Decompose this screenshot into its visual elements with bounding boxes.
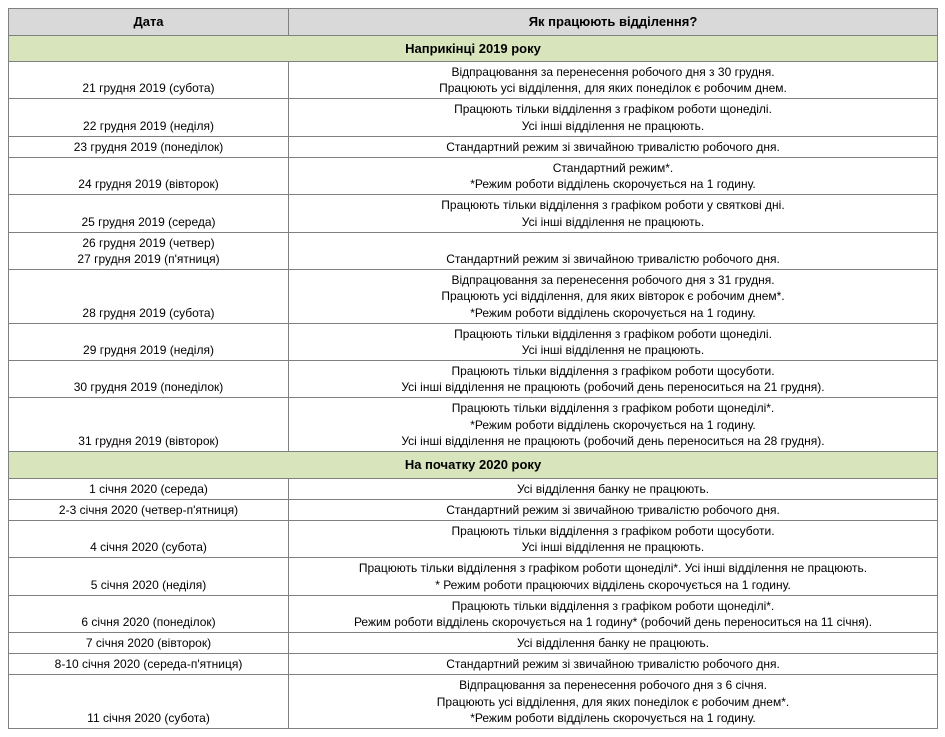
table-row: 7 січня 2020 (вівторок)Усі відділення ба… [9, 633, 938, 654]
table-row: 26 грудня 2019 (четвер) 27 грудня 2019 (… [9, 232, 938, 269]
date-cell: 25 грудня 2019 (середа) [9, 195, 289, 232]
table-row: 1 січня 2020 (середа)Усі відділення банк… [9, 478, 938, 499]
date-cell: 30 грудня 2019 (понеділок) [9, 361, 289, 398]
desc-cell: Відпрацювання за перенесення робочого дн… [289, 62, 938, 99]
date-cell: 28 грудня 2019 (субота) [9, 270, 289, 324]
section-title: На початку 2020 року [9, 452, 938, 479]
section-header: На початку 2020 року [9, 452, 938, 479]
date-cell: 5 січня 2020 (неділя) [9, 558, 289, 595]
date-cell: 31 грудня 2019 (вівторок) [9, 398, 289, 452]
table-row: 11 січня 2020 (субота)Відпрацювання за п… [9, 675, 938, 729]
date-cell: 26 грудня 2019 (четвер) 27 грудня 2019 (… [9, 232, 289, 269]
section-title: Наприкінці 2019 року [9, 35, 938, 62]
date-cell: 21 грудня 2019 (субота) [9, 62, 289, 99]
date-cell: 22 грудня 2019 (неділя) [9, 99, 289, 136]
date-cell: 8-10 січня 2020 (середа-п'ятниця) [9, 654, 289, 675]
desc-cell: Стандартний режим зі звичайною триваліст… [289, 136, 938, 157]
desc-cell: Стандартний режим*. *Режим роботи відділ… [289, 158, 938, 195]
date-cell: 6 січня 2020 (понеділок) [9, 595, 289, 632]
table-row: 24 грудня 2019 (вівторок)Стандартний реж… [9, 158, 938, 195]
desc-cell: Відпрацювання за перенесення робочого дн… [289, 675, 938, 729]
table-row: 29 грудня 2019 (неділя)Працюють тільки в… [9, 323, 938, 360]
desc-cell: Працюють тільки відділення з графіком ро… [289, 595, 938, 632]
desc-cell: Усі відділення банку не працюють. [289, 633, 938, 654]
desc-column-header: Як працюють відділення? [289, 9, 938, 36]
table-header-row: Дата Як працюють відділення? [9, 9, 938, 36]
desc-cell: Відпрацювання за перенесення робочого дн… [289, 270, 938, 324]
date-cell: 7 січня 2020 (вівторок) [9, 633, 289, 654]
date-cell: 4 січня 2020 (субота) [9, 520, 289, 557]
desc-cell: Працюють тільки відділення з графіком ро… [289, 520, 938, 557]
desc-cell: Усі відділення банку не працюють. [289, 478, 938, 499]
table-row: 8-10 січня 2020 (середа-п'ятниця)Стандар… [9, 654, 938, 675]
date-cell: 1 січня 2020 (середа) [9, 478, 289, 499]
date-cell: 2-3 січня 2020 (четвер-п'ятниця) [9, 499, 289, 520]
desc-cell: Працюють тільки відділення з графіком ро… [289, 195, 938, 232]
table-row: 30 грудня 2019 (понеділок)Працюють тільк… [9, 361, 938, 398]
desc-cell: Працюють тільки відділення з графіком ро… [289, 323, 938, 360]
table-row: 5 січня 2020 (неділя)Працюють тільки від… [9, 558, 938, 595]
table-row: 28 грудня 2019 (субота)Відпрацювання за … [9, 270, 938, 324]
desc-cell: Стандартний режим зі звичайною триваліст… [289, 499, 938, 520]
table-row: 4 січня 2020 (субота)Працюють тільки від… [9, 520, 938, 557]
table-row: 2-3 січня 2020 (четвер-п'ятниця)Стандарт… [9, 499, 938, 520]
table-row: 6 січня 2020 (понеділок)Працюють тільки … [9, 595, 938, 632]
table-row: 31 грудня 2019 (вівторок)Працюють тільки… [9, 398, 938, 452]
table-row: 21 грудня 2019 (субота)Відпрацювання за … [9, 62, 938, 99]
date-cell: 24 грудня 2019 (вівторок) [9, 158, 289, 195]
desc-cell: Стандартний режим зі звичайною триваліст… [289, 654, 938, 675]
date-cell: 11 січня 2020 (субота) [9, 675, 289, 729]
desc-cell: Працюють тільки відділення з графіком ро… [289, 99, 938, 136]
desc-cell: Працюють тільки відділення з графіком ро… [289, 558, 938, 595]
date-column-header: Дата [9, 9, 289, 36]
schedule-table: Дата Як працюють відділення? Наприкінці … [8, 8, 938, 729]
table-row: 25 грудня 2019 (середа)Працюють тільки в… [9, 195, 938, 232]
date-cell: 29 грудня 2019 (неділя) [9, 323, 289, 360]
desc-cell: Працюють тільки відділення з графіком ро… [289, 398, 938, 452]
desc-cell: Працюють тільки відділення з графіком ро… [289, 361, 938, 398]
date-cell: 23 грудня 2019 (понеділок) [9, 136, 289, 157]
table-row: 22 грудня 2019 (неділя)Працюють тільки в… [9, 99, 938, 136]
desc-cell: Стандартний режим зі звичайною триваліст… [289, 232, 938, 269]
section-header: Наприкінці 2019 року [9, 35, 938, 62]
table-row: 23 грудня 2019 (понеділок)Стандартний ре… [9, 136, 938, 157]
